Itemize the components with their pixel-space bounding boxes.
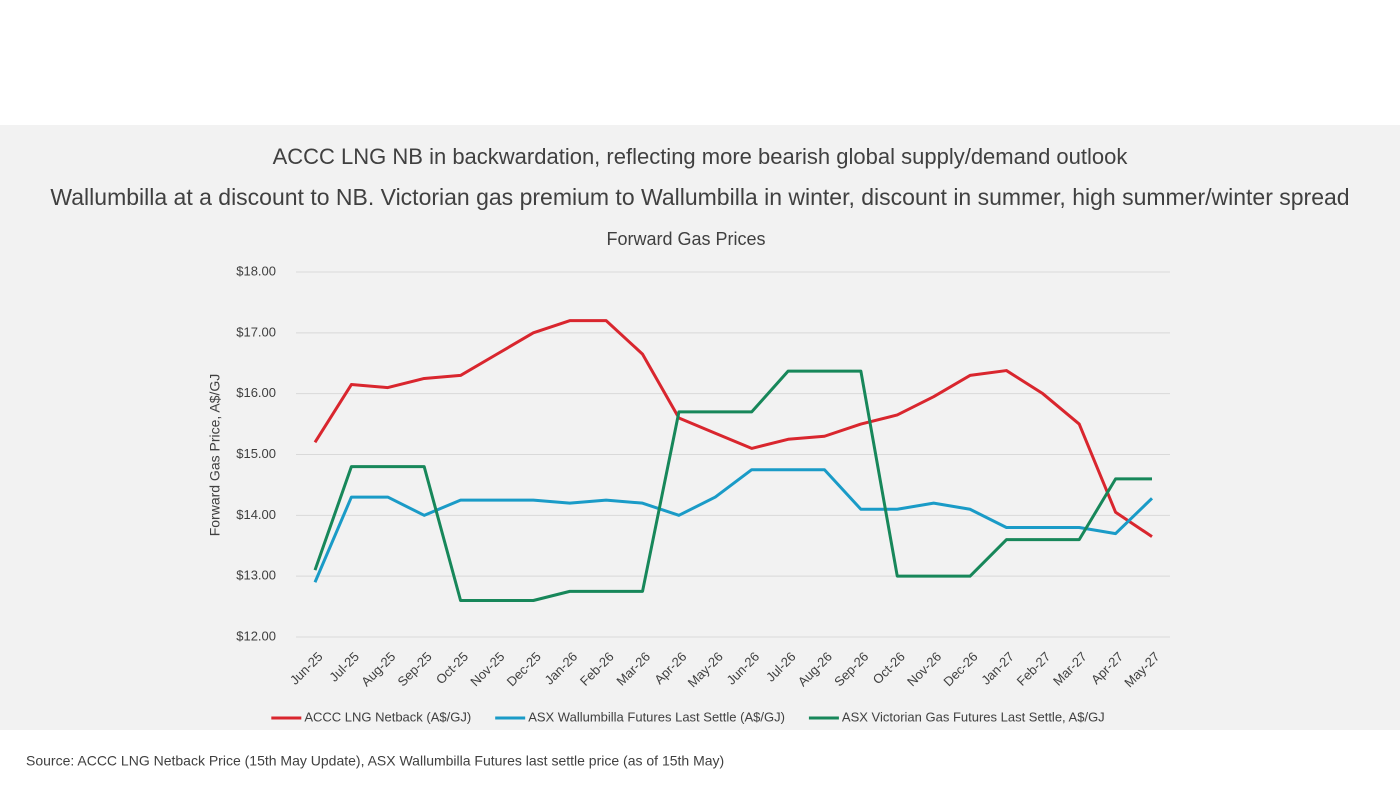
y-tick-label: $15.00 xyxy=(236,446,276,461)
chart-subtitle: Wallumbilla at a discount to NB. Victori… xyxy=(50,184,1349,210)
y-tick-label: $17.00 xyxy=(236,324,276,339)
legend-label: ASX Victorian Gas Futures Last Settle, A… xyxy=(842,709,1105,724)
y-axis-label: Forward Gas Price, A$/GJ xyxy=(207,374,223,537)
chart-title: ACCC LNG NB in backwardation, reflecting… xyxy=(273,144,1129,169)
legend-label: ASX Wallumbilla Futures Last Settle (A$/… xyxy=(528,709,785,724)
y-tick-label: $13.00 xyxy=(236,568,276,583)
y-tick-label: $16.00 xyxy=(236,385,276,400)
y-tick-label: $12.00 xyxy=(236,628,276,643)
y-tick-label: $18.00 xyxy=(236,263,276,278)
series-line xyxy=(313,319,1153,538)
source-note: Source: ACCC LNG Netback Price (15th May… xyxy=(26,753,724,769)
plot-title: Forward Gas Prices xyxy=(606,229,765,249)
y-tick-label: $14.00 xyxy=(236,507,276,522)
series-line xyxy=(313,369,1152,602)
series-line xyxy=(313,468,1154,583)
legend-label: ACCC LNG Netback (A$/GJ) xyxy=(304,709,471,724)
